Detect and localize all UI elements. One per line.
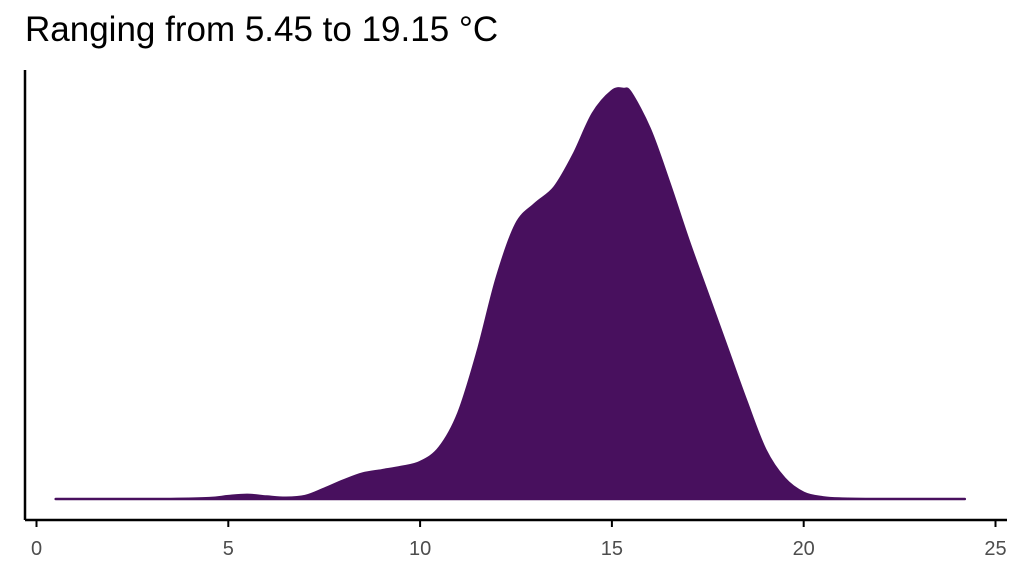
x-tick-label: 0 <box>31 538 42 560</box>
x-tick-label: 15 <box>601 538 623 560</box>
x-tick-label: 25 <box>984 538 1006 560</box>
chart-title: Ranging from 5.45 to 19.15 °C <box>25 10 499 49</box>
x-tick-label: 20 <box>793 538 815 560</box>
x-tick-label: 10 <box>409 538 431 560</box>
x-tick-label: 5 <box>223 538 234 560</box>
density-area <box>54 87 967 501</box>
x-ticks: 0 5 10 15 20 25 <box>31 520 1007 560</box>
